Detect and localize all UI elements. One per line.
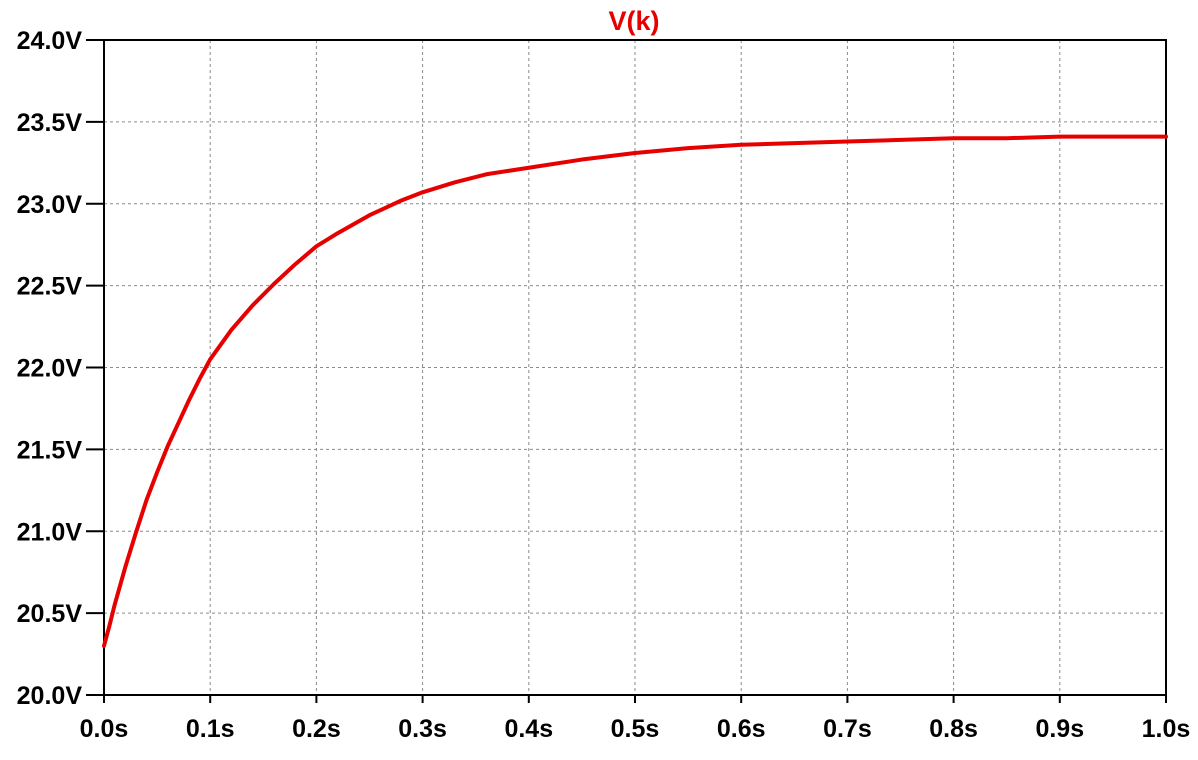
- plot-frame: [103, 39, 1167, 696]
- x-tick-label: 0.7s: [823, 715, 872, 743]
- x-tick-label: 0.4s: [504, 715, 553, 743]
- grid: [104, 40, 1166, 695]
- chart-title: V(k): [608, 6, 659, 36]
- x-tick-label: 0.2s: [292, 715, 341, 743]
- y-tick-label: 20.0V: [17, 682, 83, 710]
- y-tick-label: 23.5V: [17, 109, 83, 137]
- x-tick-label: 0.3s: [398, 715, 447, 743]
- x-tick-label: 1.0s: [1142, 715, 1191, 743]
- x-tick-label: 0.6s: [717, 715, 766, 743]
- series-line-vk: [102, 134, 1168, 648]
- y-tick-label: 24.0V: [17, 27, 83, 55]
- tick-labels: 0.0s 0.1s 0.2s 0.3s 0.4s 0.5s 0.6s 0.7s 0.8s 0.9s…: [17, 27, 1191, 743]
- y-tick-label: 22.0V: [17, 355, 83, 383]
- axes: [86, 39, 1167, 703]
- x-tick-label: 0.8s: [929, 715, 978, 743]
- series-layer: [102, 134, 1168, 648]
- x-tick-label: 0.9s: [1035, 715, 1084, 743]
- y-tick-label: 20.5V: [17, 600, 83, 628]
- y-tick-label: 22.5V: [17, 273, 83, 301]
- y-tick-label: 21.5V: [17, 436, 83, 464]
- x-tick-label: 0.1s: [186, 715, 235, 743]
- x-tick-label: 0.5s: [611, 715, 660, 743]
- x-tick-label: 0.0s: [80, 715, 129, 743]
- y-tick-label: 23.0V: [17, 191, 83, 219]
- y-tick-label: 21.0V: [17, 518, 83, 546]
